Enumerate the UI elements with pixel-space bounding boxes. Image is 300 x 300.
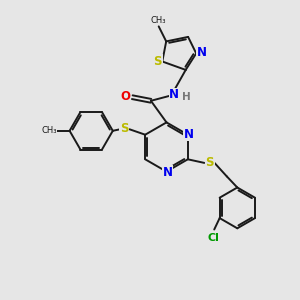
Text: CH₃: CH₃ (151, 16, 167, 25)
Text: H: H (182, 92, 191, 102)
Text: N: N (169, 88, 179, 101)
Text: N: N (163, 166, 173, 179)
Text: S: S (154, 55, 162, 68)
Text: N: N (184, 128, 194, 141)
Text: N: N (196, 46, 207, 59)
Text: CH₃: CH₃ (42, 126, 57, 135)
Text: S: S (206, 156, 214, 169)
Text: Cl: Cl (208, 233, 220, 243)
Text: O: O (121, 90, 131, 103)
Text: S: S (120, 122, 128, 135)
